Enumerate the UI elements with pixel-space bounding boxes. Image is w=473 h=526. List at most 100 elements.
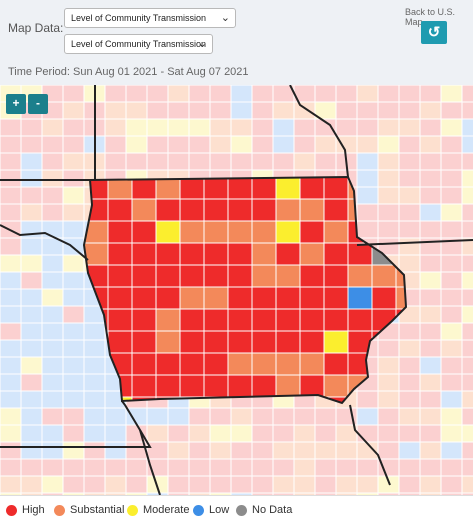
iowa-county[interactable] [179,264,205,288]
county-transmission-map[interactable] [0,85,473,495]
iowa-county[interactable] [107,220,133,244]
iowa-county[interactable] [323,374,349,398]
iowa-county[interactable] [227,198,253,222]
iowa-county[interactable] [131,220,157,244]
iowa-county[interactable] [203,242,229,266]
iowa-county[interactable] [131,374,157,398]
iowa-county[interactable] [299,242,325,266]
iowa-county[interactable] [251,286,277,310]
map-data-select-primary[interactable]: Level of Community Transmission ⌄ [64,8,236,28]
iowa-county[interactable] [299,308,325,332]
iowa-county[interactable] [395,264,420,288]
iowa-county[interactable] [107,330,133,354]
iowa-county[interactable] [299,264,325,288]
iowa-county[interactable] [203,198,229,222]
map-canvas[interactable] [0,85,473,495]
iowa-county[interactable] [395,286,420,310]
iowa-county[interactable] [299,330,325,354]
iowa-county[interactable] [251,177,277,200]
iowa-county[interactable] [155,177,181,200]
iowa-county[interactable] [275,264,301,288]
iowa-county[interactable] [323,308,349,332]
iowa-county[interactable] [251,242,277,266]
iowa-county[interactable] [131,308,157,332]
iowa-county[interactable] [227,220,253,244]
iowa-county[interactable] [323,286,349,310]
iowa-county[interactable] [107,198,133,222]
iowa-county[interactable] [347,264,373,288]
iowa-county[interactable] [347,242,373,266]
iowa-county[interactable] [155,242,181,266]
iowa-county[interactable] [299,374,325,398]
iowa-county[interactable] [203,374,229,398]
iowa-county[interactable] [155,264,181,288]
iowa-county[interactable] [371,286,397,310]
iowa-county[interactable] [275,177,301,200]
iowa-county[interactable] [179,220,205,244]
iowa-county[interactable] [371,264,397,288]
iowa-county[interactable] [179,198,205,222]
iowa-county[interactable] [323,198,349,222]
iowa-county[interactable] [179,242,205,266]
iowa-county[interactable] [227,177,253,200]
iowa-county[interactable] [251,308,277,332]
iowa-county[interactable] [275,286,301,310]
back-to-us-map-button[interactable]: ↺ [421,21,447,44]
iowa-county[interactable] [107,242,133,266]
iowa-county[interactable] [203,177,229,200]
iowa-county[interactable] [299,177,325,200]
iowa-county[interactable] [275,220,301,244]
iowa-county[interactable] [203,264,229,288]
iowa-county[interactable] [203,352,229,376]
iowa-county[interactable] [131,286,157,310]
iowa-county[interactable] [251,352,277,376]
iowa-county[interactable] [227,242,253,266]
iowa-county[interactable] [155,286,181,310]
iowa-county[interactable] [227,286,253,310]
iowa-county[interactable] [155,330,181,354]
iowa-county[interactable] [275,374,301,398]
iowa-county[interactable] [227,330,253,354]
iowa-county[interactable] [323,330,349,354]
iowa-county[interactable] [275,198,301,222]
zoom-out-button[interactable]: - [28,94,48,114]
iowa-county[interactable] [323,220,349,244]
iowa-county[interactable] [347,286,373,310]
iowa-county[interactable] [323,264,349,288]
iowa-county[interactable] [275,352,301,376]
zoom-in-button[interactable]: + [6,94,26,114]
iowa-county[interactable] [299,352,325,376]
iowa-county[interactable] [323,242,349,266]
iowa-county[interactable] [323,177,349,200]
iowa-county[interactable] [155,308,181,332]
iowa-county[interactable] [203,330,229,354]
iowa-county[interactable] [131,198,157,222]
iowa-county[interactable] [131,264,157,288]
iowa-county[interactable] [155,198,181,222]
back-to-us-map-link[interactable]: Back to U.S. Map [405,7,456,27]
iowa-county[interactable] [179,330,205,354]
iowa-county[interactable] [275,330,301,354]
iowa-county[interactable] [179,352,205,376]
iowa-county[interactable] [84,242,109,266]
iowa-county[interactable] [251,220,277,244]
iowa-county[interactable] [251,330,277,354]
iowa-county[interactable] [203,286,229,310]
iowa-county[interactable] [227,264,253,288]
iowa-county[interactable] [131,330,157,354]
iowa-county[interactable] [251,198,277,222]
iowa-county[interactable] [203,308,229,332]
iowa-county[interactable] [347,308,373,332]
iowa-county[interactable] [299,286,325,310]
iowa-county[interactable] [275,308,301,332]
iowa-county[interactable] [107,308,133,332]
iowa-county[interactable] [155,352,181,376]
iowa-county[interactable] [155,220,181,244]
iowa-county[interactable] [107,286,133,310]
iowa-county[interactable] [179,374,205,398]
iowa-county[interactable] [251,374,277,398]
iowa-county[interactable] [299,220,325,244]
iowa-county[interactable] [131,242,157,266]
iowa-county[interactable] [227,308,253,332]
iowa-county[interactable] [227,352,253,376]
